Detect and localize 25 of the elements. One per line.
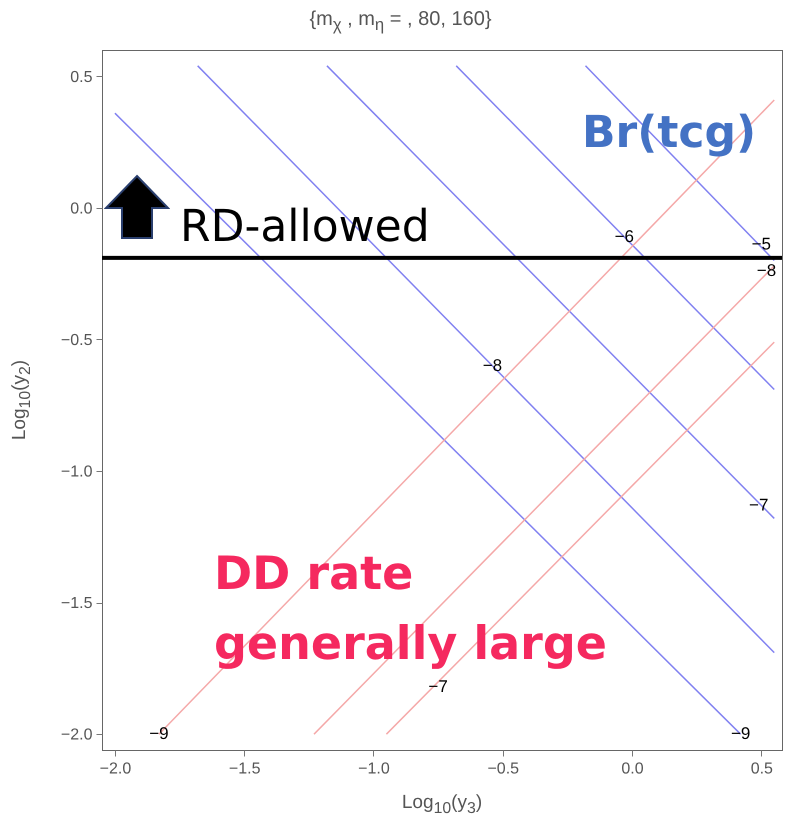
- y-tick-label: 0.0: [70, 200, 93, 218]
- annotation: −8: [756, 261, 776, 280]
- ref-line-label: RD-allowed: [180, 200, 430, 252]
- annotation: −7: [749, 495, 768, 514]
- annotation: −5: [752, 234, 772, 254]
- annotation: generally large: [214, 616, 607, 670]
- x-tick-label: −2.0: [100, 760, 132, 778]
- y-tick-label: 0.5: [70, 68, 93, 86]
- annotation: DD rate: [214, 546, 414, 600]
- y-tick-label: −1.5: [60, 595, 93, 612]
- x-tick-label: 0.0: [621, 760, 644, 778]
- annotation: −9: [730, 724, 750, 744]
- annotation: −6: [614, 226, 634, 246]
- chart-title: {m$_{χ}$ , m$_{η}$ = , 80, 160}: [308, 8, 493, 35]
- x-tick-label: 0.5: [750, 760, 774, 778]
- annotation: −7: [428, 676, 448, 696]
- annotation: −8: [482, 356, 502, 375]
- y-tick-label: −1.0: [60, 464, 93, 481]
- annotation: −9: [149, 724, 169, 744]
- x-axis-title: Log$_{10}$(y$_{3}$): [400, 792, 484, 818]
- y-tick-label: −2.0: [60, 726, 93, 744]
- x-tick-label: −0.5: [487, 760, 520, 778]
- x-tick-label: −1.5: [228, 760, 261, 778]
- x-tick-label: −1.0: [358, 760, 390, 778]
- y-tick-label: −0.5: [60, 332, 93, 349]
